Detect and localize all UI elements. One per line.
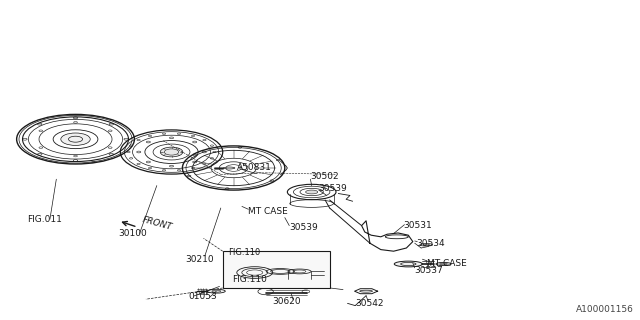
Text: A100001156: A100001156	[576, 305, 634, 314]
Text: FIG.110: FIG.110	[228, 248, 260, 257]
Text: FRONT: FRONT	[141, 215, 173, 232]
Text: 30539: 30539	[319, 184, 348, 193]
Text: 30539: 30539	[289, 223, 318, 232]
Ellipse shape	[394, 261, 422, 267]
Text: 01053: 01053	[189, 292, 218, 301]
Bar	[223, 251, 330, 288]
Ellipse shape	[61, 133, 90, 145]
Text: A50831: A50831	[237, 163, 271, 172]
Text: MT CASE: MT CASE	[427, 259, 467, 268]
Ellipse shape	[160, 147, 183, 157]
Text: 30534: 30534	[416, 239, 445, 248]
Ellipse shape	[306, 190, 317, 194]
Text: FIG.110: FIG.110	[232, 276, 267, 284]
Text: 30210: 30210	[186, 255, 214, 264]
Text: MT CASE: MT CASE	[248, 207, 288, 216]
Text: 30502: 30502	[310, 172, 339, 181]
Text: 30531: 30531	[403, 221, 432, 230]
Text: 30542: 30542	[355, 299, 384, 308]
Ellipse shape	[436, 262, 451, 266]
Ellipse shape	[207, 289, 225, 293]
Text: 30620: 30620	[272, 297, 301, 306]
Text: 30100: 30100	[118, 229, 147, 238]
Text: 30537: 30537	[414, 266, 443, 275]
Text: FIG.011: FIG.011	[27, 215, 61, 224]
